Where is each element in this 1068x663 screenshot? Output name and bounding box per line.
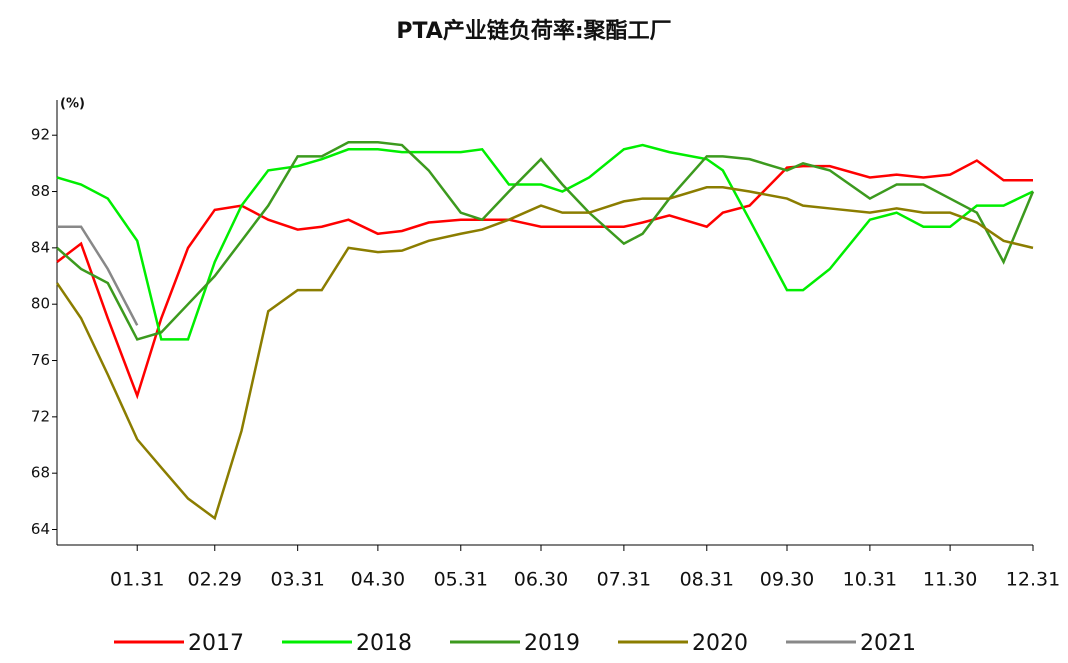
- x-tick-label: 10.31: [843, 569, 897, 591]
- y-tick-label: 84: [31, 238, 50, 256]
- y-tick-label: 88: [31, 182, 50, 200]
- legend-label: 2020: [692, 631, 748, 656]
- x-tick-label: 06.30: [514, 569, 568, 591]
- y-tick-label: 72: [31, 407, 50, 425]
- series-line: [56, 140, 1035, 341]
- y-tick-label: 80: [31, 295, 50, 313]
- x-tick-label: 01.31: [110, 569, 164, 591]
- y-tick-label: 64: [31, 520, 50, 538]
- legend-label: 2018: [356, 631, 412, 656]
- legend-label: 2017: [188, 631, 244, 656]
- series-line: [55, 186, 1034, 521]
- x-tick-label: 12.31: [1006, 569, 1060, 591]
- series-line: [56, 159, 1033, 400]
- y-tick-label: 76: [31, 351, 50, 369]
- x-tick-label: 04.30: [351, 569, 405, 591]
- legend-label: 2019: [524, 631, 580, 656]
- y-unit: (%): [60, 97, 85, 112]
- chart-title: PTA产业链负荷率:聚酯工厂: [396, 18, 671, 44]
- x-tick-label: 11.30: [923, 569, 977, 591]
- x-tick-label: 05.31: [434, 569, 488, 591]
- legend-label: 2021: [860, 631, 916, 656]
- x-tick-label: 02.29: [188, 569, 242, 591]
- y-tick-label: 68: [31, 464, 50, 482]
- x-tick-label: 08.31: [680, 569, 734, 591]
- x-tick-label: 03.31: [270, 569, 324, 591]
- x-tick-label: 09.30: [760, 569, 814, 591]
- series-line: [56, 143, 1034, 341]
- series-line: [57, 225, 139, 326]
- y-tick-label: 92: [31, 126, 50, 144]
- x-tick-label: 07.31: [597, 569, 651, 591]
